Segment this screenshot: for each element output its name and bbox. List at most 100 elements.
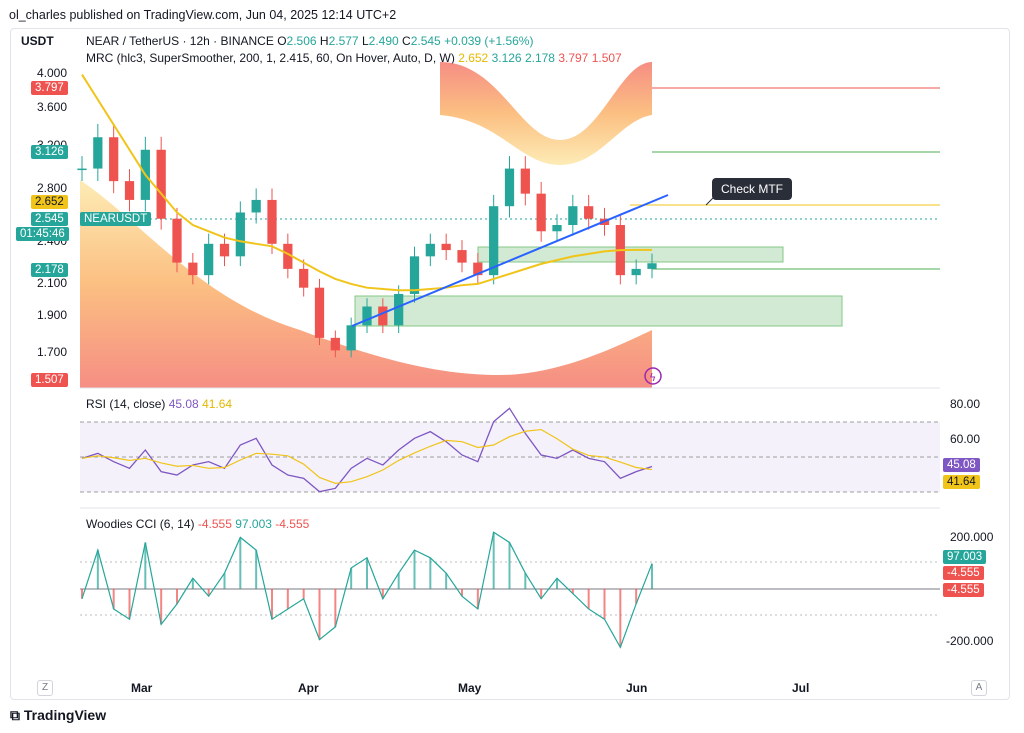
candle-body bbox=[156, 149, 166, 219]
rsi-line bbox=[81, 407, 653, 493]
mrc-legend[interactable]: MRC (hlc3, SuperSmoother, 200, 1, 2.415,… bbox=[86, 51, 622, 65]
candle-body bbox=[235, 212, 245, 257]
candle-body bbox=[378, 306, 388, 326]
cci-legend[interactable]: Woodies CCI (6, 14) -4.555 97.003 -4.555 bbox=[86, 517, 309, 531]
candle-body bbox=[124, 181, 135, 200]
cci-tick: 200.000 bbox=[950, 530, 994, 544]
cci-tag-1: 97.003 bbox=[943, 550, 987, 564]
candle-body bbox=[299, 268, 309, 288]
time-tick: Jul bbox=[792, 681, 810, 695]
mrc-lower-inner-value: 2.178 bbox=[524, 51, 555, 65]
last-price-tag: 2.545 bbox=[31, 212, 68, 226]
mrc-mean-value: 2.652 bbox=[458, 51, 489, 65]
lightning-icon-ring[interactable] bbox=[644, 367, 662, 385]
cci-series bbox=[81, 531, 653, 649]
rsi-legend[interactable]: RSI (14, close) 45.08 41.64 bbox=[86, 397, 232, 411]
candle-body bbox=[109, 137, 119, 182]
low-value: 2.490 bbox=[368, 34, 399, 48]
trend-line[interactable] bbox=[351, 194, 669, 327]
lightning-icon[interactable]: ϟ bbox=[649, 371, 656, 384]
price-tick: 4.000 bbox=[37, 66, 68, 80]
candle-body bbox=[204, 243, 214, 276]
rsi-label: RSI (14, close) bbox=[86, 397, 166, 411]
auto-scale-button[interactable]: A bbox=[971, 680, 987, 696]
candle-body bbox=[362, 306, 372, 326]
candle-body bbox=[409, 256, 420, 294]
close-value: 2.545 bbox=[410, 34, 441, 48]
mean-tag: 2.652 bbox=[31, 195, 68, 209]
candle-body bbox=[251, 199, 261, 213]
low-label: L bbox=[361, 34, 369, 48]
countdown-tag: 01:45:46 bbox=[16, 227, 69, 241]
price-tick: 3.600 bbox=[37, 100, 68, 114]
candle-body bbox=[631, 268, 641, 276]
rsi-series bbox=[81, 407, 653, 493]
time-tick: May bbox=[458, 681, 482, 695]
cci-line bbox=[81, 531, 653, 649]
price-tick: 2.800 bbox=[37, 181, 68, 195]
candle-body bbox=[394, 293, 404, 326]
time-tick: Jun bbox=[626, 681, 648, 695]
mrc-label: MRC (hlc3, SuperSmoother, 200, 1, 2.415,… bbox=[86, 51, 455, 65]
candle-body bbox=[314, 287, 325, 338]
candle-body bbox=[188, 262, 198, 276]
candle-body bbox=[552, 225, 562, 232]
support-zone-lower[interactable] bbox=[354, 295, 843, 327]
publisher-line: ol_charles published on TradingView.com,… bbox=[9, 8, 397, 22]
currency-label[interactable]: USDT bbox=[21, 34, 54, 48]
ohlc-legend[interactable]: NEAR / TetherUS · 12h · BINANCE O2.506 H… bbox=[86, 34, 533, 48]
candle-body bbox=[457, 250, 467, 263]
candle-body bbox=[441, 243, 451, 251]
rsi-tick: 60.00 bbox=[950, 432, 981, 446]
candle-body bbox=[647, 263, 657, 269]
legend-title: NEAR / TetherUS · 12h · BINANCE bbox=[86, 34, 274, 48]
open-label: O bbox=[277, 34, 287, 48]
candle-body bbox=[473, 262, 483, 276]
candle-body bbox=[536, 193, 546, 232]
rsi-ma-tag: 41.64 bbox=[943, 475, 980, 489]
candle-body bbox=[330, 337, 340, 351]
cci-label: Woodies CCI (6, 14) bbox=[86, 517, 195, 531]
rsi-ma-line bbox=[81, 428, 653, 484]
candle-body bbox=[425, 243, 435, 257]
cci-tag-3: -4.555 bbox=[943, 583, 984, 597]
mean-line bbox=[81, 74, 652, 292]
price-tick: 2.100 bbox=[37, 276, 68, 290]
footer-brand: TradingView bbox=[23, 707, 107, 723]
candle-body bbox=[172, 218, 182, 263]
candle-body bbox=[267, 199, 277, 244]
timezone-button[interactable]: Z bbox=[37, 680, 53, 696]
mrc-upper-outer-value: 3.797 bbox=[558, 51, 589, 65]
high-value: 2.577 bbox=[328, 34, 359, 48]
high-label: H bbox=[319, 34, 329, 48]
rsi-tick: 80.00 bbox=[950, 397, 981, 411]
lower-band bbox=[80, 180, 652, 388]
upper-outer-tag: 3.797 bbox=[31, 81, 68, 95]
mrc-lower-outer-value: 1.507 bbox=[591, 51, 622, 65]
symbol-tag: NEARUSDT bbox=[80, 212, 152, 226]
lower-inner-tag: 2.178 bbox=[31, 263, 68, 277]
price-series bbox=[77, 74, 657, 358]
upper-band bbox=[440, 62, 652, 165]
candle-body bbox=[489, 206, 499, 276]
upper-inner-tag: 3.126 bbox=[31, 145, 68, 159]
time-tick: Mar bbox=[131, 681, 153, 695]
cci-tick: -200.000 bbox=[946, 634, 994, 648]
mrc-upper-inner-value: 3.126 bbox=[491, 51, 522, 65]
tv-logo-icon: ⧉ bbox=[10, 707, 24, 723]
time-tick: Apr bbox=[298, 681, 319, 695]
candle-body bbox=[77, 168, 87, 171]
chart-frame bbox=[10, 28, 1010, 700]
candle-body bbox=[219, 243, 230, 257]
candle-body bbox=[283, 243, 293, 269]
lower-outer-tag: 1.507 bbox=[31, 373, 68, 387]
price-tick: 1.900 bbox=[37, 308, 68, 322]
cci-value-2: 97.003 bbox=[235, 517, 272, 531]
close-label: C bbox=[402, 34, 411, 48]
candle-body bbox=[93, 137, 103, 169]
open-value: 2.506 bbox=[286, 34, 317, 48]
check-mtf-callout[interactable]: Check MTF bbox=[712, 178, 793, 200]
rsi-value: 45.08 bbox=[168, 397, 199, 411]
rsi-ma-value: 41.64 bbox=[202, 397, 233, 411]
